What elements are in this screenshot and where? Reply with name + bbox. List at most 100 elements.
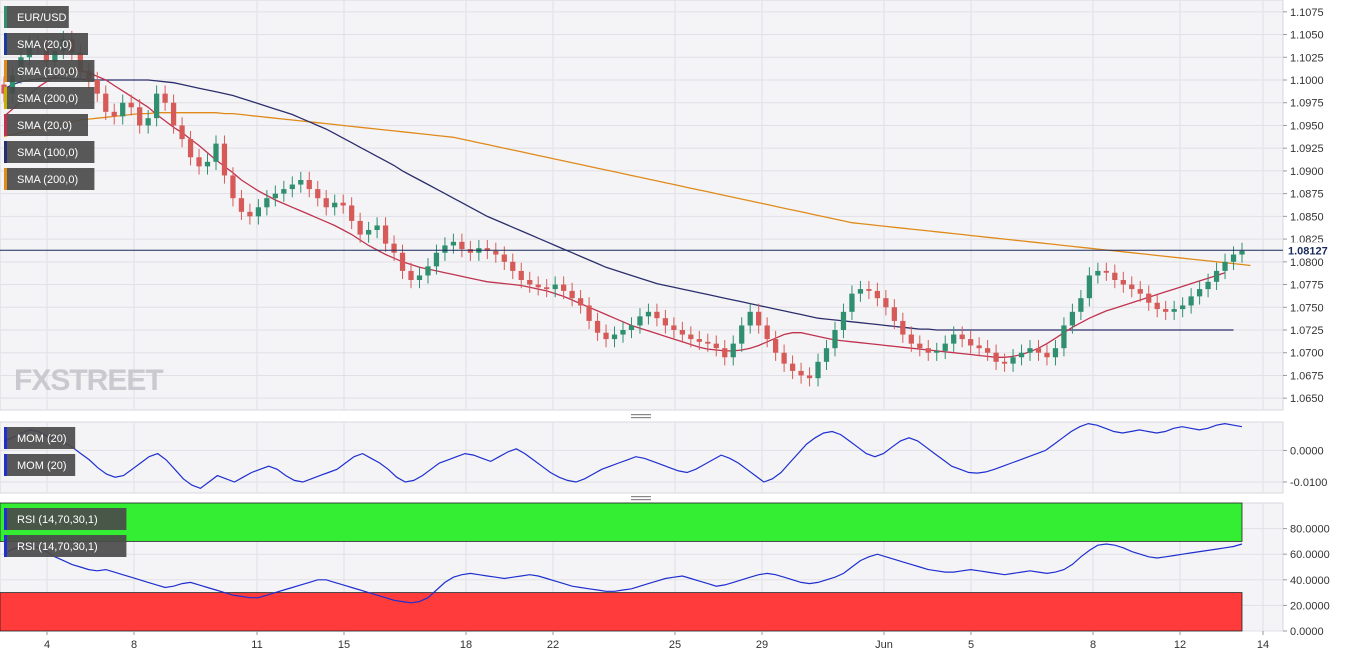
candle-body bbox=[857, 289, 864, 294]
main-legend-item[interactable]: SMA (100,0) bbox=[4, 141, 95, 163]
candle bbox=[900, 312, 906, 343]
mom-legend-item[interactable]: MOM (20) bbox=[4, 454, 76, 476]
main-legend-item[interactable]: EUR/USD bbox=[4, 6, 69, 28]
candle bbox=[1120, 271, 1126, 293]
x-tick-label: 25 bbox=[669, 639, 681, 651]
x-tick-label: Jun bbox=[875, 639, 893, 651]
mom-legend-bg bbox=[4, 427, 76, 449]
candle-body bbox=[823, 348, 830, 362]
main-legend-swatch bbox=[4, 60, 7, 82]
candle bbox=[289, 176, 295, 198]
candle bbox=[1188, 288, 1194, 314]
rsi-y-tick-label: 0.0000 bbox=[1290, 626, 1324, 638]
price-y-tick-label: 1.0925 bbox=[1290, 143, 1324, 155]
candle bbox=[773, 330, 779, 361]
price-y-tick-label: 1.0950 bbox=[1290, 120, 1324, 132]
candle-body bbox=[1188, 296, 1194, 306]
rsi-oversold-zone bbox=[0, 592, 1243, 632]
candle bbox=[832, 321, 838, 357]
candle bbox=[162, 85, 168, 111]
candle bbox=[1154, 294, 1160, 318]
candle-body bbox=[255, 207, 262, 217]
candle-body bbox=[425, 266, 431, 276]
price-y-tick-label: 1.1075 bbox=[1290, 7, 1324, 19]
candle-body bbox=[603, 332, 609, 340]
candle bbox=[1052, 340, 1059, 366]
candle bbox=[187, 130, 194, 166]
candle-body bbox=[925, 348, 931, 353]
candle bbox=[484, 240, 490, 260]
candle bbox=[416, 267, 423, 289]
candle bbox=[611, 326, 618, 348]
candle-body bbox=[467, 249, 473, 253]
candle-body bbox=[1146, 293, 1152, 303]
candle-body bbox=[934, 350, 940, 353]
candle-body bbox=[730, 343, 736, 358]
main-legend-item[interactable]: SMA (20,0) bbox=[4, 114, 88, 136]
candle-body bbox=[840, 311, 847, 330]
candle-body bbox=[433, 252, 440, 267]
rsi-line bbox=[3, 543, 1243, 604]
candle bbox=[544, 279, 550, 298]
candle bbox=[968, 330, 974, 354]
price-y-tick-label: 1.0700 bbox=[1290, 348, 1324, 360]
candle-body bbox=[272, 193, 278, 199]
main-legend-swatch bbox=[4, 168, 7, 190]
x-tick-label: 8 bbox=[1090, 639, 1096, 651]
main-legend-item[interactable]: SMA (100,0) bbox=[4, 60, 95, 82]
candle-body bbox=[9, 75, 16, 94]
candle bbox=[340, 194, 346, 214]
main-legend-bg bbox=[4, 141, 95, 163]
candle bbox=[255, 199, 262, 225]
candle-body bbox=[781, 352, 787, 364]
candle-body bbox=[1230, 254, 1237, 262]
rsi-legend-item[interactable]: RSI (14,70,30,1) bbox=[4, 535, 127, 557]
x-tick-label: 15 bbox=[338, 639, 350, 651]
candle bbox=[145, 110, 151, 134]
candle-body bbox=[722, 348, 728, 358]
candle-body bbox=[773, 339, 779, 353]
candle-body bbox=[951, 334, 957, 344]
candle bbox=[281, 180, 287, 202]
candle-body bbox=[806, 375, 813, 379]
candle-body bbox=[696, 339, 702, 342]
candle-body bbox=[1205, 281, 1211, 290]
candle-body bbox=[1027, 348, 1033, 353]
price-y-tick-label: 1.1050 bbox=[1290, 30, 1324, 42]
candle bbox=[154, 85, 160, 127]
candle-body bbox=[984, 348, 991, 353]
panel-resize-handle[interactable] bbox=[631, 496, 651, 501]
x-tick-label: 29 bbox=[756, 639, 768, 651]
candle bbox=[781, 344, 787, 372]
candle bbox=[357, 212, 363, 243]
candle bbox=[874, 282, 881, 307]
candle-body bbox=[94, 80, 100, 94]
main-legend-item[interactable]: SMA (200,0) bbox=[4, 168, 95, 190]
mom-legend-item[interactable]: MOM (20) bbox=[4, 427, 76, 449]
candle bbox=[111, 103, 117, 125]
candle bbox=[1222, 253, 1228, 280]
candle-body bbox=[349, 205, 355, 221]
candle bbox=[1078, 290, 1084, 320]
main-legend-item[interactable]: SMA (200,0) bbox=[4, 87, 95, 109]
candle-body bbox=[1180, 305, 1186, 310]
candle bbox=[620, 321, 626, 343]
candle-body bbox=[942, 343, 948, 351]
panel-resize-handle[interactable] bbox=[631, 414, 651, 419]
main-legend-item[interactable]: SMA (20,0) bbox=[4, 33, 88, 55]
candle bbox=[179, 117, 185, 148]
rsi-legend-item[interactable]: RSI (14,70,30,1) bbox=[4, 508, 127, 530]
candle-body bbox=[976, 345, 982, 349]
candle bbox=[722, 340, 728, 366]
candle-body bbox=[162, 93, 168, 103]
rsi-overbought-zone bbox=[0, 502, 1243, 542]
x-tick-label: 18 bbox=[460, 639, 472, 651]
x-tick-label: 5 bbox=[968, 639, 974, 651]
candle bbox=[569, 282, 575, 307]
candle bbox=[323, 190, 329, 216]
candle bbox=[1086, 267, 1092, 307]
candle-body bbox=[849, 293, 855, 312]
candle bbox=[959, 326, 965, 348]
candle-body bbox=[120, 102, 126, 117]
candle bbox=[170, 94, 177, 134]
